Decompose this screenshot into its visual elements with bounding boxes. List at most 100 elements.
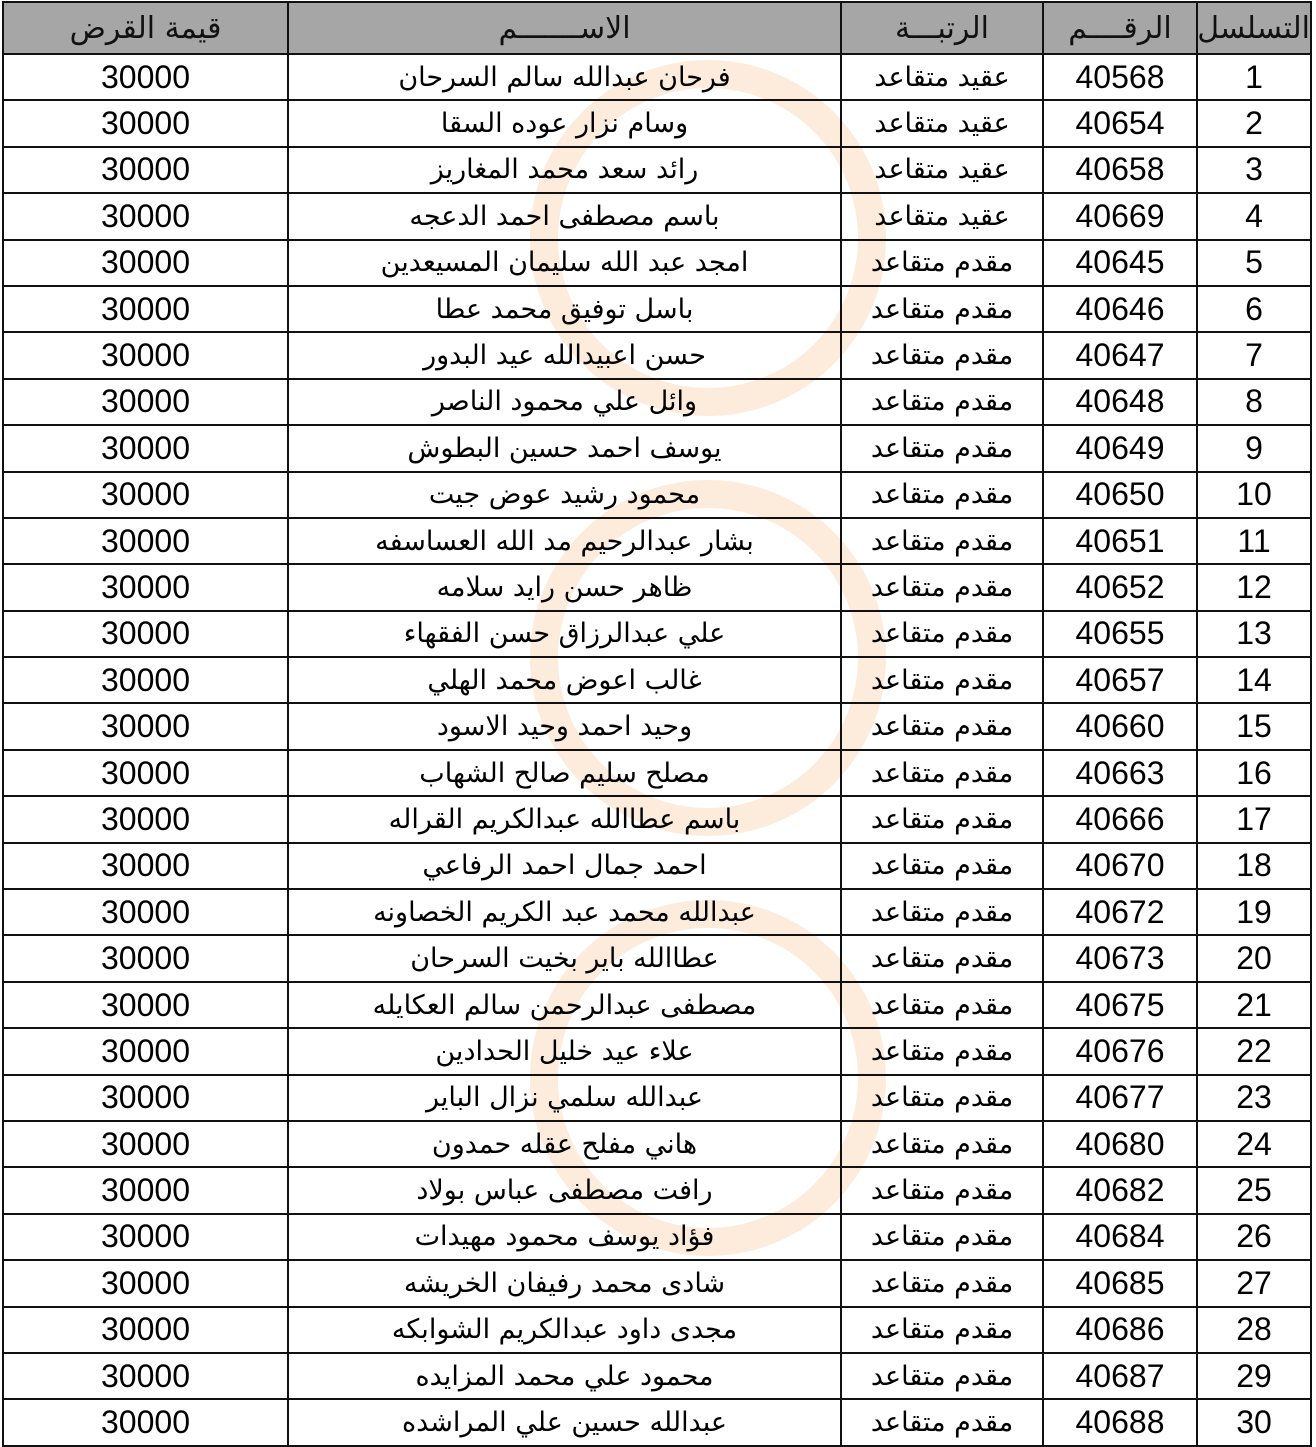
cell-loan: 30000 xyxy=(2,795,289,844)
cell-rank: مقدم متقاعد xyxy=(840,841,1044,891)
table-row: 3 40658 عقيد متقاعد رائد سعد محمد المغاريز 3… xyxy=(2,145,1312,195)
cell-number: 40672 xyxy=(1042,888,1198,937)
cell-rank: مقدم متقاعد xyxy=(840,1398,1044,1447)
cell-rank: مقدم متقاعد xyxy=(840,702,1044,751)
cell-loan: 30000 xyxy=(2,1398,289,1447)
table-row: 13 40655 مقدم متقاعد علي عبدالرزاق حسن الفق… xyxy=(2,609,1312,659)
table-row: 28 40686 مقدم متقاعد مجدى داود عبدالكريم ال… xyxy=(2,1305,1312,1354)
cell-loan: 30000 xyxy=(2,1119,289,1169)
cell-rank: مقدم متقاعد xyxy=(840,934,1044,983)
cell-loan: 30000 xyxy=(2,609,289,659)
table-row: 26 40684 مقدم متقاعد فؤاد يوسف محمود مهيدات… xyxy=(2,1212,1312,1262)
cell-serial: 15 xyxy=(1196,702,1312,751)
table-row: 6 40646 مقدم متقاعد باسل توفيق محمد عطا 3000… xyxy=(2,284,1312,334)
cell-number: 40682 xyxy=(1042,1166,1198,1215)
cell-loan: 30000 xyxy=(2,1212,289,1262)
cell-loan: 30000 xyxy=(2,1305,289,1354)
cell-name: احمد جمال احمد الرفاعي xyxy=(287,841,842,891)
cell-name: مجدى داود عبدالكريم الشوابكه xyxy=(287,1305,842,1354)
cell-number: 40568 xyxy=(1042,52,1198,102)
cell-serial: 28 xyxy=(1196,1305,1312,1354)
table-row: 12 40652 مقدم متقاعد ظاهر حسن رايد سلامه 300… xyxy=(2,563,1312,612)
cell-loan: 30000 xyxy=(2,424,289,473)
cell-name: علي عبدالرزاق حسن الفقهاء xyxy=(287,609,842,659)
table-row: 8 40648 مقدم متقاعد وائل علي محمود الناصر 30… xyxy=(2,377,1312,427)
cell-loan: 30000 xyxy=(2,563,289,612)
cell-loan: 30000 xyxy=(2,1027,289,1076)
cell-name: شادى محمد رفيفان الخريشه xyxy=(287,1259,842,1308)
cell-serial: 26 xyxy=(1196,1212,1312,1262)
cell-loan: 30000 xyxy=(2,888,289,937)
cell-number: 40648 xyxy=(1042,377,1198,427)
header-number: الرقــــم xyxy=(1042,1,1198,55)
cell-number: 40676 xyxy=(1042,1027,1198,1076)
cell-serial: 25 xyxy=(1196,1166,1312,1215)
cell-rank: مقدم متقاعد xyxy=(840,238,1044,287)
cell-name: عبدالله سلمي نزال الباير xyxy=(287,1073,842,1122)
cell-serial: 4 xyxy=(1196,192,1312,241)
cell-number: 40646 xyxy=(1042,284,1198,334)
cell-loan: 30000 xyxy=(2,656,289,705)
cell-rank: مقدم متقاعد xyxy=(840,1212,1044,1262)
cell-serial: 27 xyxy=(1196,1259,1312,1308)
cell-name: رائد سعد محمد المغاريز xyxy=(287,145,842,195)
cell-number: 40685 xyxy=(1042,1259,1198,1308)
cell-name: يوسف احمد حسين البطوش xyxy=(287,424,842,473)
cell-name: وائل علي محمود الناصر xyxy=(287,377,842,427)
cell-rank: مقدم متقاعد xyxy=(840,516,1044,566)
cell-serial: 16 xyxy=(1196,748,1312,798)
cell-loan: 30000 xyxy=(2,1166,289,1215)
table-row: 21 40675 مقدم متقاعد مصطفى عبدالرحمن سالم ا… xyxy=(2,980,1312,1030)
table-row: 1 40568 عقيد متقاعد فرحان عبدالله سالم السر… xyxy=(2,52,1312,102)
cell-loan: 30000 xyxy=(2,284,289,334)
cell-name: محمود علي محمد المزايده xyxy=(287,1351,842,1401)
cell-name: هاني مفلح عقله حمدون xyxy=(287,1119,842,1169)
cell-name: باسم عطاالله عبدالكريم القراله xyxy=(287,795,842,844)
cell-loan: 30000 xyxy=(2,331,289,380)
cell-number: 40657 xyxy=(1042,656,1198,705)
cell-number: 40680 xyxy=(1042,1119,1198,1169)
cell-rank: مقدم متقاعد xyxy=(840,1119,1044,1169)
cell-serial: 20 xyxy=(1196,934,1312,983)
cell-serial: 1 xyxy=(1196,52,1312,102)
cell-name: عبدالله محمد عبد الكريم الخصاونه xyxy=(287,888,842,937)
cell-name: مصلح سليم صالح الشهاب xyxy=(287,748,842,798)
cell-rank: مقدم متقاعد xyxy=(840,1351,1044,1401)
cell-number: 40660 xyxy=(1042,702,1198,751)
cell-serial: 2 xyxy=(1196,99,1312,148)
table-row: 9 40649 مقدم متقاعد يوسف احمد حسين البطوش 30… xyxy=(2,424,1312,473)
cell-number: 40677 xyxy=(1042,1073,1198,1122)
cell-serial: 24 xyxy=(1196,1119,1312,1169)
cell-loan: 30000 xyxy=(2,748,289,798)
cell-serial: 8 xyxy=(1196,377,1312,427)
cell-serial: 14 xyxy=(1196,656,1312,705)
cell-rank: مقدم متقاعد xyxy=(840,470,1044,519)
table-row: 5 40645 مقدم متقاعد امجد عبد الله سليمان ال… xyxy=(2,238,1312,287)
cell-number: 40652 xyxy=(1042,563,1198,612)
cell-loan: 30000 xyxy=(2,934,289,983)
cell-name: رافت مصطفى عباس بولاد xyxy=(287,1166,842,1215)
header-loan: قيمة القرض xyxy=(2,1,289,55)
cell-rank: مقدم متقاعد xyxy=(840,748,1044,798)
table-row: 17 40666 مقدم متقاعد باسم عطاالله عبدالكريم… xyxy=(2,795,1312,844)
cell-name: علاء عيد خليل الحدادين xyxy=(287,1027,842,1076)
cell-name: فؤاد يوسف محمود مهيدات xyxy=(287,1212,842,1262)
cell-rank: مقدم متقاعد xyxy=(840,331,1044,380)
table-row: 30 40688 مقدم متقاعد عبدالله حسين علي المرا… xyxy=(2,1398,1312,1447)
cell-loan: 30000 xyxy=(2,1351,289,1401)
cell-loan: 30000 xyxy=(2,516,289,566)
cell-serial: 3 xyxy=(1196,145,1312,195)
cell-loan: 30000 xyxy=(2,1259,289,1308)
cell-serial: 23 xyxy=(1196,1073,1312,1122)
cell-number: 40669 xyxy=(1042,192,1198,241)
cell-loan: 30000 xyxy=(2,99,289,148)
cell-number: 40670 xyxy=(1042,841,1198,891)
cell-name: مصطفى عبدالرحمن سالم العكايله xyxy=(287,980,842,1030)
cell-loan: 30000 xyxy=(2,1073,289,1122)
cell-name: امجد عبد الله سليمان المسيعدين xyxy=(287,238,842,287)
cell-rank: مقدم متقاعد xyxy=(840,1259,1044,1308)
cell-rank: مقدم متقاعد xyxy=(840,795,1044,844)
header-serial: التسلسل xyxy=(1196,1,1312,55)
cell-rank: مقدم متقاعد xyxy=(840,888,1044,937)
